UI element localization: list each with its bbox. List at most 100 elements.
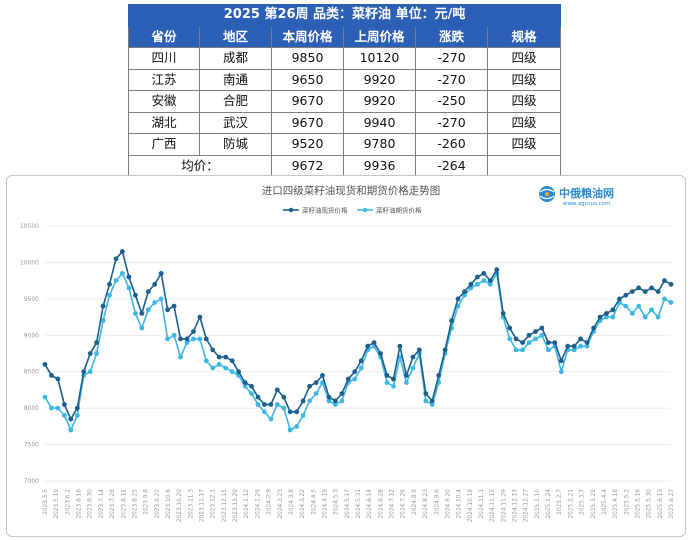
y-tick-label: 7000 xyxy=(24,478,39,485)
spot-price-point xyxy=(565,343,571,349)
spot-price-point xyxy=(171,303,177,309)
futures-price-point xyxy=(42,394,48,400)
futures-price-point xyxy=(55,405,61,411)
spot-price-point xyxy=(100,303,106,309)
cell-last-week-price: 10120 xyxy=(343,47,416,70)
futures-price-point xyxy=(203,358,209,364)
x-tick-label: 2023.6.2 xyxy=(65,489,71,515)
spot-price-point xyxy=(113,256,119,262)
cell-change: -270 xyxy=(415,68,488,91)
spot-price-point xyxy=(74,405,80,411)
futures-price-point xyxy=(623,303,629,309)
futures-price-point xyxy=(191,336,196,342)
futures-price-point xyxy=(68,427,74,433)
table-row: 湖北 武汉 9670 9940 -270 四级 xyxy=(128,111,562,134)
spot-price-point xyxy=(255,394,261,400)
spot-price-point xyxy=(49,373,54,378)
futures-price-point xyxy=(74,413,80,418)
futures-price-point xyxy=(429,402,435,407)
x-tick-label: 2025.4.4 xyxy=(602,489,608,515)
spot-price-point xyxy=(274,387,280,393)
spot-price-point xyxy=(642,289,648,294)
x-tick-label: 2025.1.10 xyxy=(535,489,541,519)
x-tick-label: 2023.5.5 xyxy=(43,489,49,515)
x-tick-label: 2025.3.21 xyxy=(591,489,597,519)
x-tick-label: 2024.2.23 xyxy=(278,489,284,519)
spot-price-point xyxy=(481,271,487,276)
cell-region: 成都 xyxy=(199,47,272,70)
futures-price-point xyxy=(520,347,525,353)
futures-price-point xyxy=(229,369,235,375)
cell-change: -270 xyxy=(415,47,488,70)
cell-grade: 四级 xyxy=(486,133,562,156)
futures-price-point xyxy=(133,311,138,316)
futures-price-point xyxy=(210,365,216,371)
spot-price-point xyxy=(68,416,74,422)
spot-price-point xyxy=(307,383,312,389)
average-change: -264 xyxy=(415,154,488,177)
spot-price-point xyxy=(546,340,551,345)
futures-price-point xyxy=(636,303,642,309)
x-tick-label: 2023.7.28 xyxy=(110,489,116,519)
chart-legend: 菜籽油现货价格 菜籽油期货价格 xyxy=(283,206,422,215)
spot-price-point xyxy=(462,289,467,294)
spot-price-point xyxy=(223,354,229,360)
y-tick-label: 10000 xyxy=(20,259,39,266)
futures-price-point xyxy=(255,402,261,407)
spot-price-point xyxy=(571,343,577,349)
spot-price-point xyxy=(94,340,99,345)
x-tick-label: 2025.6.13 xyxy=(658,489,664,519)
x-tick-label: 2024.8.23 xyxy=(423,489,429,519)
x-tick-label: 2023.6.30 xyxy=(88,489,94,519)
spot-price-point xyxy=(487,278,493,283)
spot-price-point xyxy=(636,285,642,291)
x-tick-label: 2024.8.9 xyxy=(412,489,418,515)
x-tick-label: 2024.9.6 xyxy=(434,489,440,515)
header-province: 省份 xyxy=(128,25,200,48)
x-tick-label: 2024.9.20 xyxy=(445,489,451,519)
y-tick-label: 10500 xyxy=(20,223,39,230)
header-grade: 规格 xyxy=(486,25,562,48)
x-axis-ticks: 2023.5.5 2023.5.19 2023.6.2 2023.6.16 2023.6… xyxy=(43,489,675,523)
futures-price-point xyxy=(655,314,661,320)
x-tick-label: 2023.10.6 xyxy=(166,489,172,519)
spot-price-point xyxy=(526,332,532,338)
price-table: 2025 第26周 品类：菜籽油 单位：元/吨 省份 地区 本周价格 上周价格 … xyxy=(127,4,562,177)
futures-price-point xyxy=(423,398,429,404)
x-tick-label: 2024.5.3 xyxy=(334,489,340,515)
globe-icon xyxy=(539,186,555,202)
spot-price-point xyxy=(436,373,442,378)
spot-price-point xyxy=(416,347,422,353)
header-this-week-price: 本周价格 xyxy=(271,25,344,48)
spot-price-point xyxy=(203,336,209,342)
futures-price-point xyxy=(578,343,583,349)
spot-price-point xyxy=(120,249,125,254)
cell-this-week-price: 9670 xyxy=(271,111,344,134)
spot-price-point xyxy=(326,394,332,400)
spot-price-point xyxy=(313,380,319,385)
futures-price-point xyxy=(249,391,254,396)
futures-price-point xyxy=(404,380,409,385)
cell-change: -250 xyxy=(415,90,488,113)
futures-price-point xyxy=(139,325,145,331)
futures-price-point xyxy=(184,340,190,345)
table-row: 江苏 南通 9650 9920 -270 四级 xyxy=(128,68,562,91)
y-tick-label: 8000 xyxy=(24,405,39,412)
x-tick-label: 2024.3.8 xyxy=(289,489,295,515)
spot-price-point xyxy=(62,402,67,407)
spot-price-point xyxy=(165,307,171,313)
spot-price-point xyxy=(552,340,558,345)
cell-region: 防城 xyxy=(199,133,272,156)
futures-price-point xyxy=(584,343,590,349)
spot-price-point xyxy=(55,376,61,382)
spot-price-point xyxy=(242,380,248,385)
cell-grade: 四级 xyxy=(486,68,562,91)
futures-price-point xyxy=(223,365,229,371)
spot-price-point xyxy=(423,391,429,396)
header-region: 地区 xyxy=(199,25,272,48)
spot-price-point xyxy=(662,278,667,283)
x-tick-label: 2024.2.9 xyxy=(267,489,273,515)
futures-price-point xyxy=(313,391,319,396)
spot-price-point xyxy=(668,281,674,287)
spot-price-point xyxy=(107,281,112,287)
